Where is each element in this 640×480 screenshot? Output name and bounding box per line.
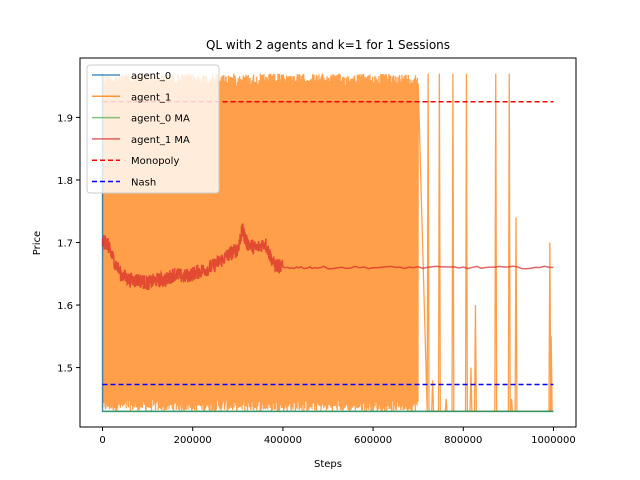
x-tick-label: 1000000 bbox=[531, 435, 576, 446]
y-tick-label: 1.6 bbox=[57, 301, 73, 312]
y-tick-label: 1.7 bbox=[57, 239, 73, 250]
y-axis: 1.5 1.6 1.7 1.8 1.9 bbox=[57, 113, 80, 375]
x-tick-label: 200000 bbox=[174, 435, 212, 446]
y-axis-label: Price bbox=[32, 231, 43, 255]
legend-label-nash: Nash bbox=[131, 178, 156, 189]
x-axis-label: Steps bbox=[314, 459, 342, 470]
legend-label-agent-0-ma: agent_0 MA bbox=[131, 114, 190, 125]
x-axis: 0 200000 400000 600000 800000 1000000 bbox=[99, 427, 576, 446]
legend-label-agent-1: agent_1 bbox=[131, 92, 171, 103]
plot-area bbox=[101, 73, 554, 413]
y-tick-label: 1.5 bbox=[57, 364, 73, 375]
agent-1-ma-line bbox=[101, 223, 554, 291]
legend-box bbox=[86, 64, 220, 194]
legend-label-agent-1-ma: agent_1 MA bbox=[131, 135, 190, 146]
chart-title: QL with 2 agents and k=1 for 1 Sessions bbox=[206, 38, 450, 52]
legend-label-agent-0: agent_0 bbox=[131, 71, 171, 82]
y-tick-label: 1.9 bbox=[57, 113, 73, 124]
series-group bbox=[101, 73, 554, 413]
y-tick-label: 1.8 bbox=[57, 176, 73, 187]
x-tick-label: 0 bbox=[99, 435, 105, 446]
x-tick-label: 400000 bbox=[264, 435, 302, 446]
x-tick-label: 800000 bbox=[444, 435, 482, 446]
x-tick-label: 600000 bbox=[354, 435, 392, 446]
legend-label-monopoly: Monopoly bbox=[131, 156, 179, 167]
legend: agent_0 agent_1 agent_0 MA agent_1 MA Monopo… bbox=[86, 64, 220, 194]
